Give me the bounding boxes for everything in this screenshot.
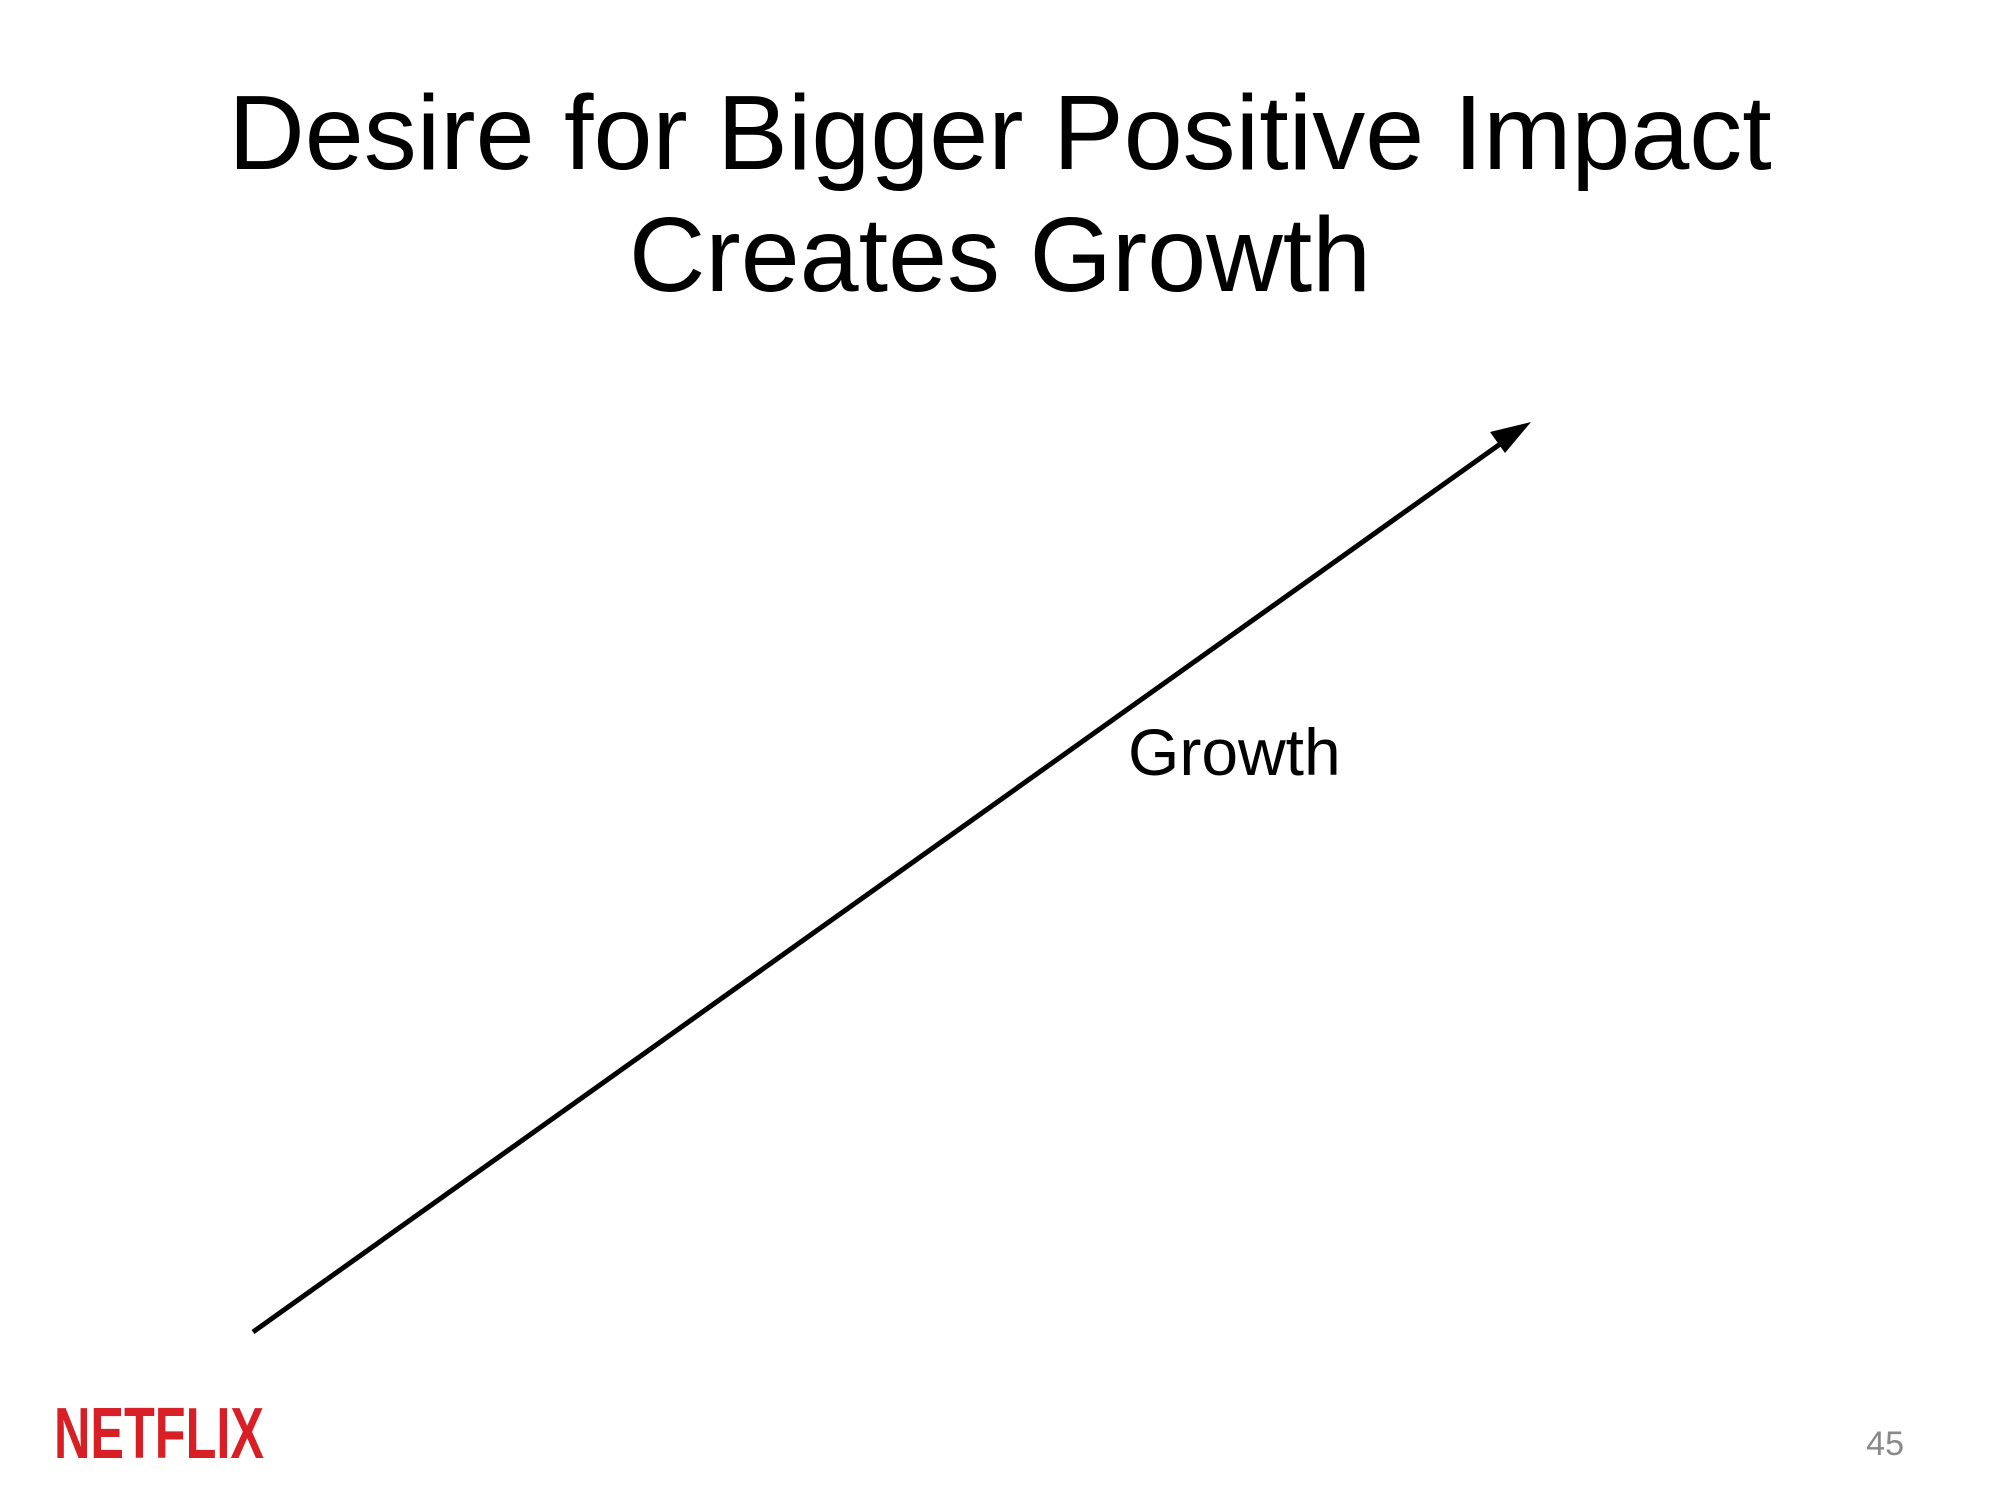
growth-label: Growth	[1128, 715, 1341, 789]
growth-arrow-line	[251, 434, 1512, 1335]
slide-title-line-1: Desire for Bigger Positive Impact	[228, 74, 1772, 192]
arrow-up-right-icon	[1490, 422, 1531, 453]
page-number: 45	[1866, 1425, 1904, 1463]
netflix-logo: NETFLIX	[54, 1398, 264, 1468]
slide-title: Desire for Bigger Positive Impact Create…	[0, 72, 2000, 316]
svg-text:NETFLIX: NETFLIX	[54, 1398, 264, 1468]
slide-title-line-2: Creates Growth	[628, 196, 1372, 314]
